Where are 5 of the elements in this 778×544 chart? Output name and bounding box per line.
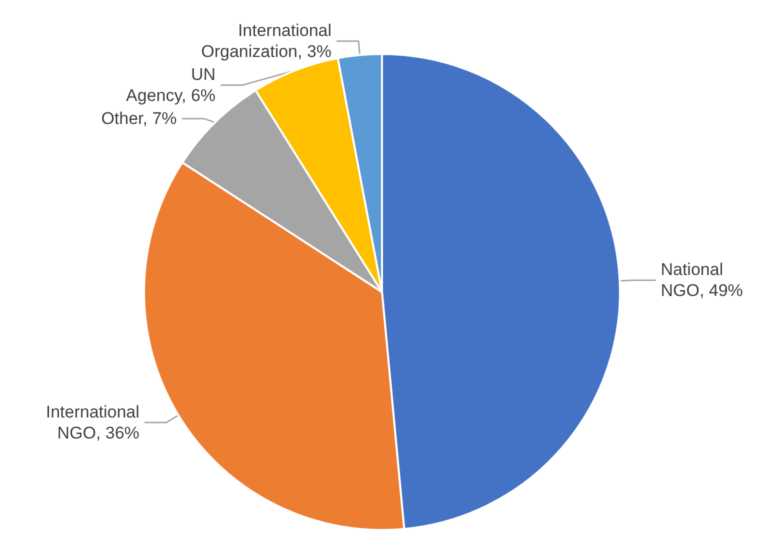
slice-label: International NGO, 36% bbox=[46, 402, 140, 442]
slice-label: Other, 7% bbox=[101, 109, 177, 128]
slice-label: International Organization, 3% bbox=[201, 21, 332, 62]
slice-label: National NGO, 49% bbox=[660, 260, 743, 300]
slice-label: UN Agency, 6% bbox=[126, 65, 216, 106]
